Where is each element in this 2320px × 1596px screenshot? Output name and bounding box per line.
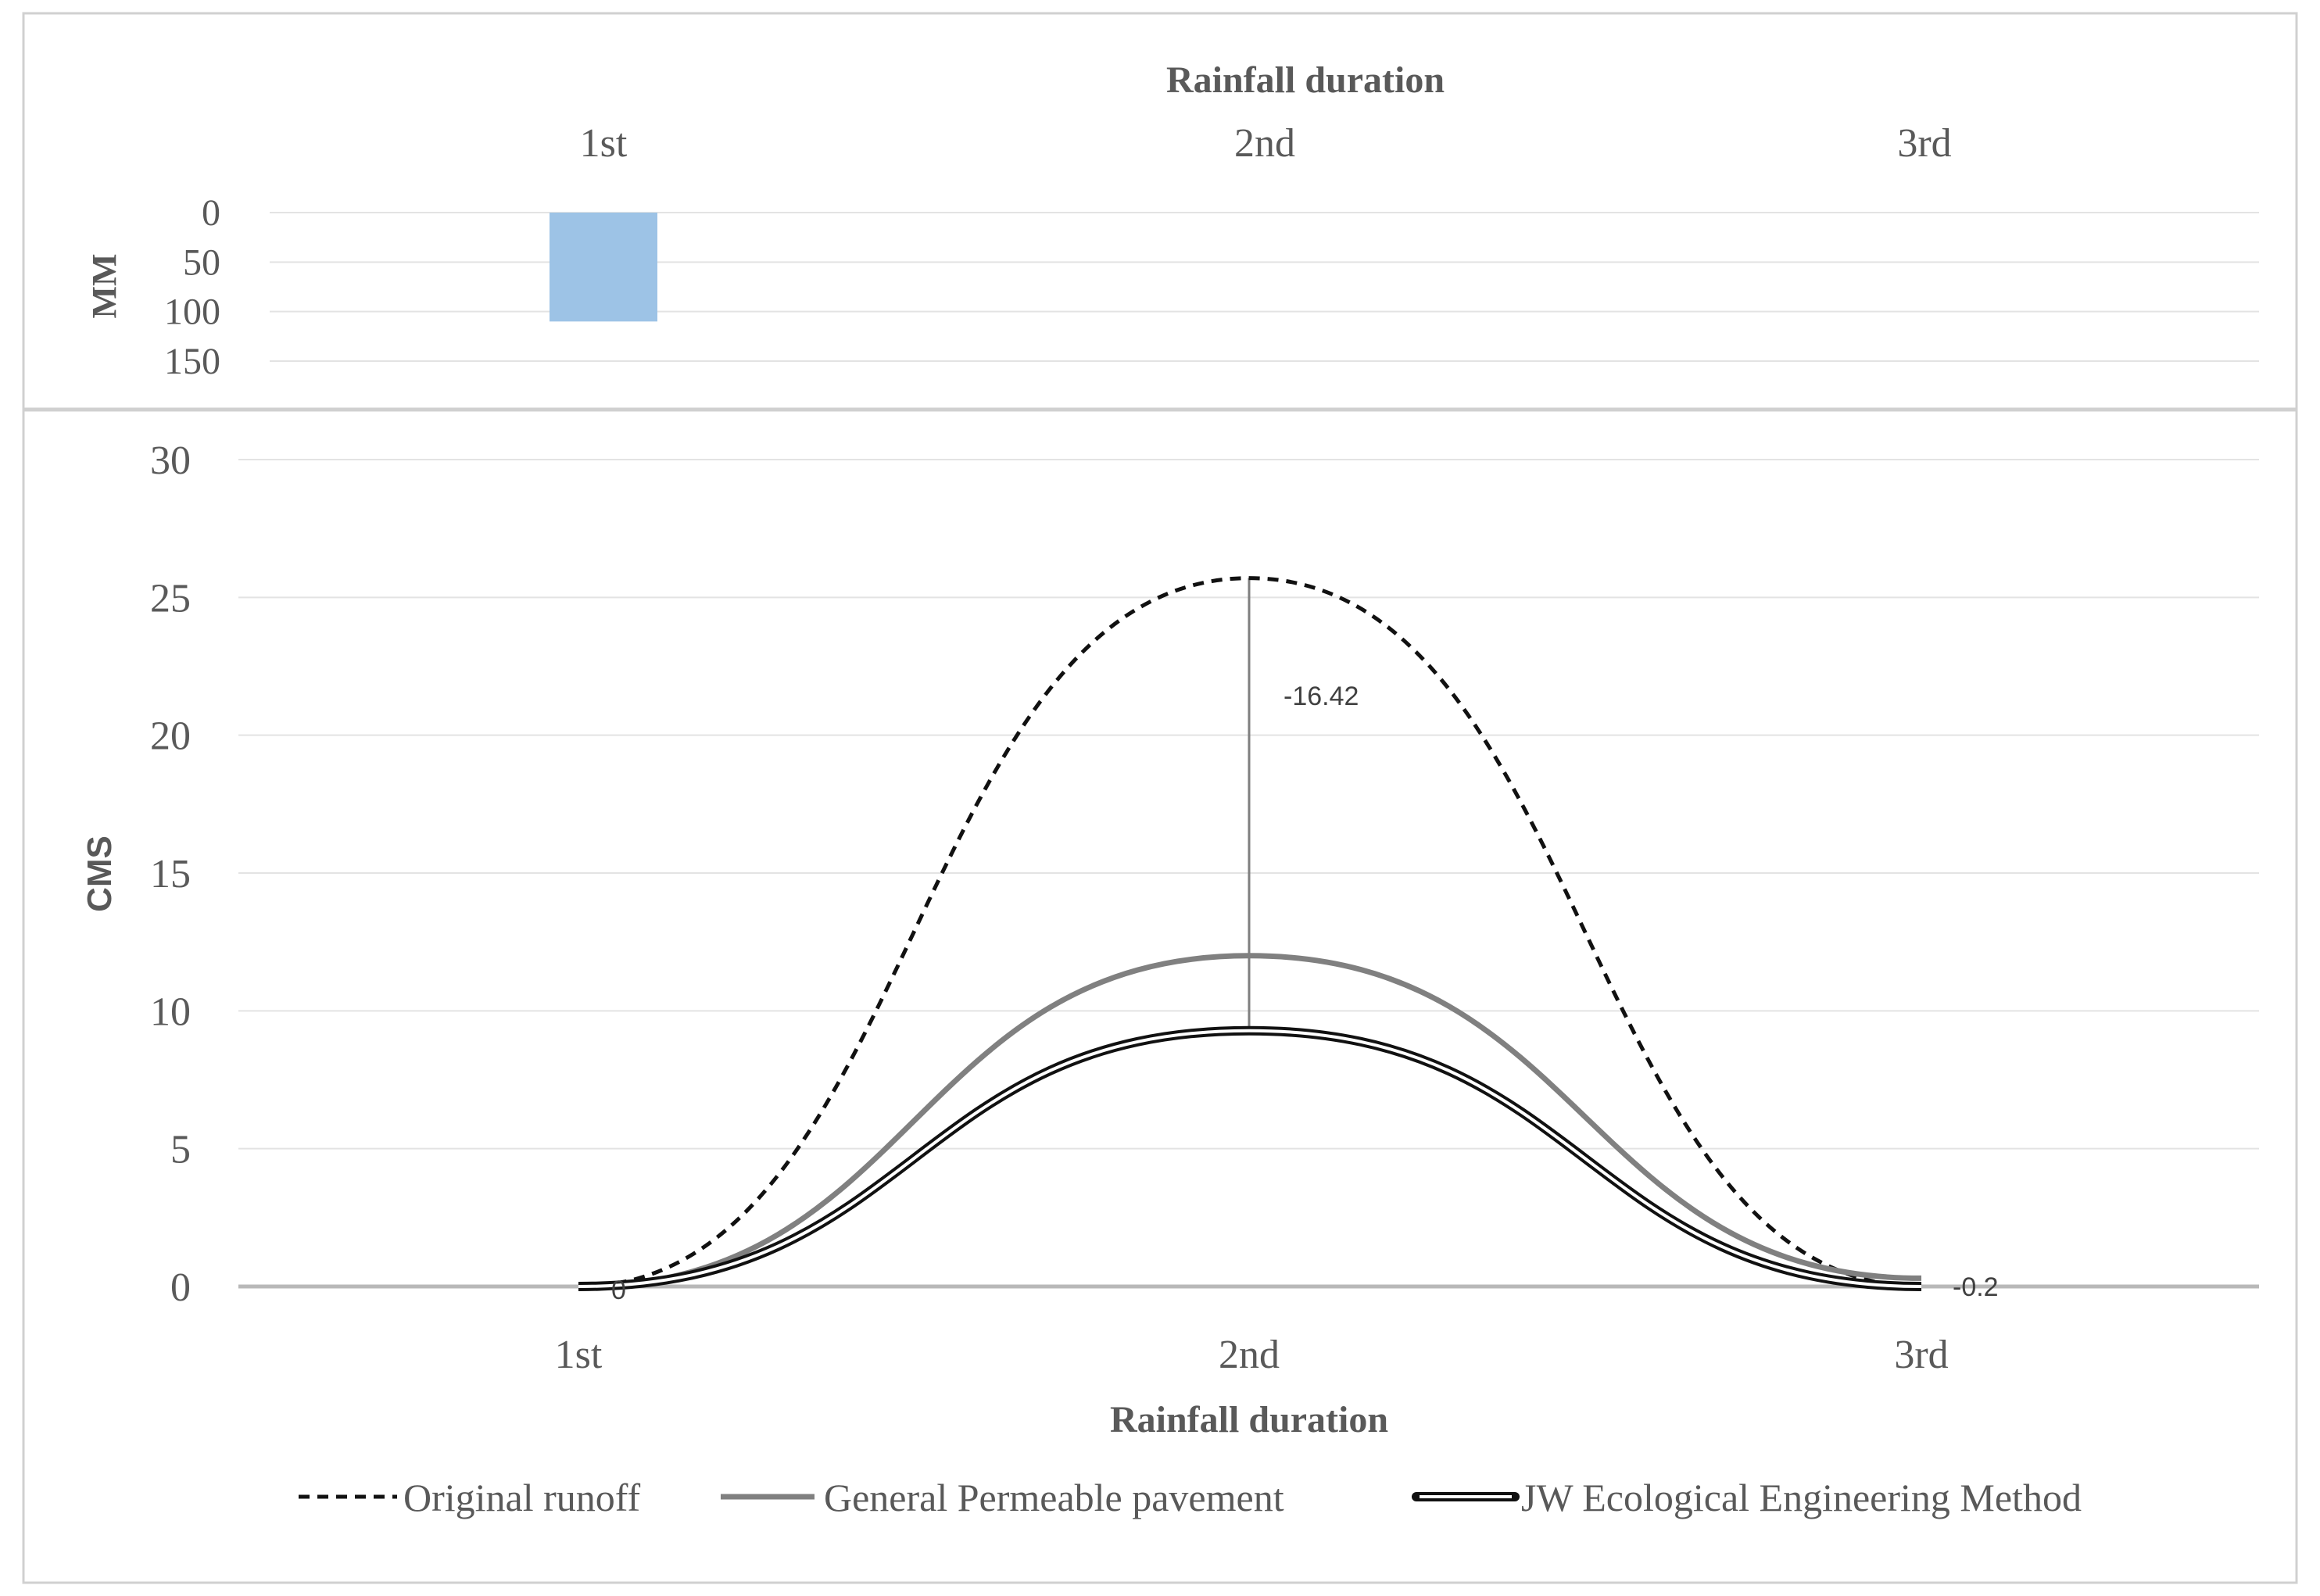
legend-item-general-permeable-pavement: General Permeable pavement: [721, 1476, 1284, 1519]
rainfall-x-tick-label: 1st: [580, 121, 628, 166]
runoff-y-tick-label: 5: [170, 1128, 191, 1172]
runoff-series-lines: [578, 576, 1922, 1291]
rainfall-chart-title: Rainfall duration: [1166, 59, 1445, 101]
legend-item-jw-ecological-engineering-method: JW Ecological Engineering Method: [1412, 1476, 2082, 1519]
legend-label: Original runoff: [403, 1476, 641, 1519]
rainfall-x-tick-label: 2nd: [1234, 121, 1295, 166]
runoff-y-tick-label: 20: [150, 714, 191, 759]
runoff-y-tick-label: 25: [150, 576, 191, 621]
data-annotation: -0.2: [1953, 1272, 1999, 1302]
legend-item-original-runoff: Original runoff: [299, 1476, 641, 1519]
series-line-jw-ecological-engineering-method-inner: [578, 1029, 1922, 1288]
runoff-y-tick-label: 30: [150, 438, 191, 483]
rainfall-x-tick-label: 3rd: [1897, 121, 1951, 166]
legend: Original runoff General Permeable pavemen…: [299, 1476, 2082, 1519]
runoff-x-tick-label: 2nd: [1219, 1333, 1280, 1377]
rainfall-y-tick-labels: 0 50 100 150: [164, 192, 220, 382]
runoff-x-axis-label: Rainfall duration: [1110, 1399, 1388, 1440]
runoff-x-tick-labels: 1st 2nd 3rd: [555, 1333, 1949, 1377]
legend-label: JW Ecological Engineering Method: [1521, 1476, 2082, 1519]
rainfall-y-tick-label: 150: [164, 341, 220, 382]
runoff-annotations: -16.42 0 -0.2: [611, 682, 1999, 1305]
runoff-y-axis-label: CMS: [81, 836, 119, 912]
rainfall-y-tick-label: 100: [164, 292, 220, 333]
rainfall-bars: [550, 213, 657, 322]
rainfall-y-tick-label: 50: [183, 242, 220, 283]
rainfall-y-axis-label: MM: [85, 253, 124, 318]
series-line-original-runoff: [578, 576, 1922, 1289]
chart-border: [22, 12, 2298, 1584]
series-line-general-permeable-pavement: [578, 953, 1922, 1290]
rainfall-x-tick-labels: 1st 2nd 3rd: [580, 121, 1952, 166]
data-annotation: 0: [611, 1276, 626, 1305]
runoff-x-tick-label: 3rd: [1894, 1333, 1948, 1377]
runoff-y-tick-label: 15: [150, 852, 191, 896]
runoff-y-tick-labels: 0 5 10 15 20 25 30: [150, 438, 191, 1310]
runoff-x-tick-label: 1st: [555, 1333, 603, 1377]
runoff-y-tick-label: 10: [150, 989, 191, 1034]
rainfall-y-tick-label: 0: [202, 192, 220, 234]
runoff-y-tick-label: 0: [170, 1265, 191, 1310]
data-annotation: -16.42: [1284, 682, 1359, 711]
rainfall-bar: [550, 213, 657, 322]
series-line-jw-ecological-engineering-method: [578, 1025, 1922, 1291]
legend-label: General Permeable pavement: [824, 1476, 1284, 1519]
